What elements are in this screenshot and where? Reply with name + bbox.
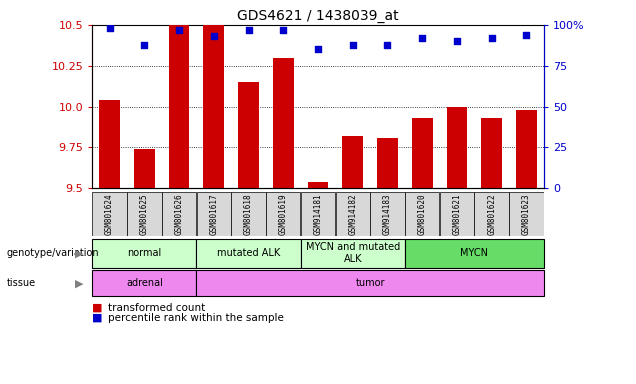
Text: GSM801623: GSM801623 bbox=[522, 193, 531, 235]
Text: GSM801618: GSM801618 bbox=[244, 193, 253, 235]
Point bbox=[104, 25, 114, 31]
Text: tissue: tissue bbox=[6, 278, 36, 288]
FancyBboxPatch shape bbox=[127, 192, 162, 236]
FancyBboxPatch shape bbox=[509, 192, 544, 236]
Text: tumor: tumor bbox=[356, 278, 385, 288]
Text: GSM914182: GSM914182 bbox=[349, 193, 357, 235]
Text: GSM914183: GSM914183 bbox=[383, 193, 392, 235]
Bar bbox=[308, 182, 328, 188]
Bar bbox=[238, 82, 259, 188]
FancyBboxPatch shape bbox=[232, 192, 266, 236]
FancyBboxPatch shape bbox=[301, 192, 335, 236]
FancyBboxPatch shape bbox=[301, 239, 405, 268]
Text: GSM801622: GSM801622 bbox=[487, 193, 496, 235]
Text: ▶: ▶ bbox=[75, 248, 84, 258]
Point bbox=[487, 35, 497, 41]
FancyBboxPatch shape bbox=[405, 239, 544, 268]
FancyBboxPatch shape bbox=[92, 192, 127, 236]
Text: GSM914181: GSM914181 bbox=[314, 193, 322, 235]
Point bbox=[139, 41, 149, 48]
FancyBboxPatch shape bbox=[336, 192, 370, 236]
Point bbox=[244, 27, 254, 33]
Bar bbox=[204, 0, 225, 188]
Text: GSM801624: GSM801624 bbox=[105, 193, 114, 235]
FancyBboxPatch shape bbox=[197, 239, 301, 268]
Text: GSM801625: GSM801625 bbox=[140, 193, 149, 235]
Bar bbox=[169, 0, 190, 188]
FancyBboxPatch shape bbox=[197, 192, 231, 236]
Text: MYCN: MYCN bbox=[460, 248, 488, 258]
Point bbox=[452, 38, 462, 44]
Point bbox=[209, 33, 219, 40]
Bar bbox=[377, 137, 398, 188]
Point bbox=[313, 46, 323, 53]
Bar bbox=[273, 58, 294, 188]
FancyBboxPatch shape bbox=[92, 270, 197, 296]
Point bbox=[417, 35, 427, 41]
FancyBboxPatch shape bbox=[266, 192, 300, 236]
FancyBboxPatch shape bbox=[405, 192, 439, 236]
FancyBboxPatch shape bbox=[92, 239, 197, 268]
FancyBboxPatch shape bbox=[162, 192, 197, 236]
Point bbox=[174, 27, 184, 33]
Text: GSM801617: GSM801617 bbox=[209, 193, 218, 235]
Text: transformed count: transformed count bbox=[108, 303, 205, 313]
Bar bbox=[516, 110, 537, 188]
Text: adrenal: adrenal bbox=[126, 278, 163, 288]
Text: GSM801619: GSM801619 bbox=[279, 193, 287, 235]
Text: ■: ■ bbox=[92, 303, 103, 313]
Point bbox=[382, 41, 392, 48]
Title: GDS4621 / 1438039_at: GDS4621 / 1438039_at bbox=[237, 8, 399, 23]
Text: ■: ■ bbox=[92, 313, 103, 323]
Bar bbox=[481, 118, 502, 188]
Text: GSM801620: GSM801620 bbox=[418, 193, 427, 235]
Point bbox=[278, 27, 288, 33]
Bar bbox=[342, 136, 363, 188]
Text: GSM801626: GSM801626 bbox=[174, 193, 184, 235]
Bar bbox=[99, 100, 120, 188]
Bar bbox=[446, 107, 467, 188]
FancyBboxPatch shape bbox=[370, 192, 404, 236]
Text: mutated ALK: mutated ALK bbox=[217, 248, 280, 258]
Bar bbox=[134, 149, 155, 188]
Text: percentile rank within the sample: percentile rank within the sample bbox=[108, 313, 284, 323]
FancyBboxPatch shape bbox=[197, 270, 544, 296]
Text: GSM801621: GSM801621 bbox=[452, 193, 462, 235]
FancyBboxPatch shape bbox=[439, 192, 474, 236]
FancyBboxPatch shape bbox=[474, 192, 509, 236]
Text: normal: normal bbox=[127, 248, 162, 258]
Point bbox=[522, 31, 532, 38]
Bar bbox=[411, 118, 432, 188]
Text: ▶: ▶ bbox=[75, 278, 84, 288]
Text: MYCN and mutated
ALK: MYCN and mutated ALK bbox=[306, 242, 400, 264]
Point bbox=[348, 41, 358, 48]
Text: genotype/variation: genotype/variation bbox=[6, 248, 99, 258]
